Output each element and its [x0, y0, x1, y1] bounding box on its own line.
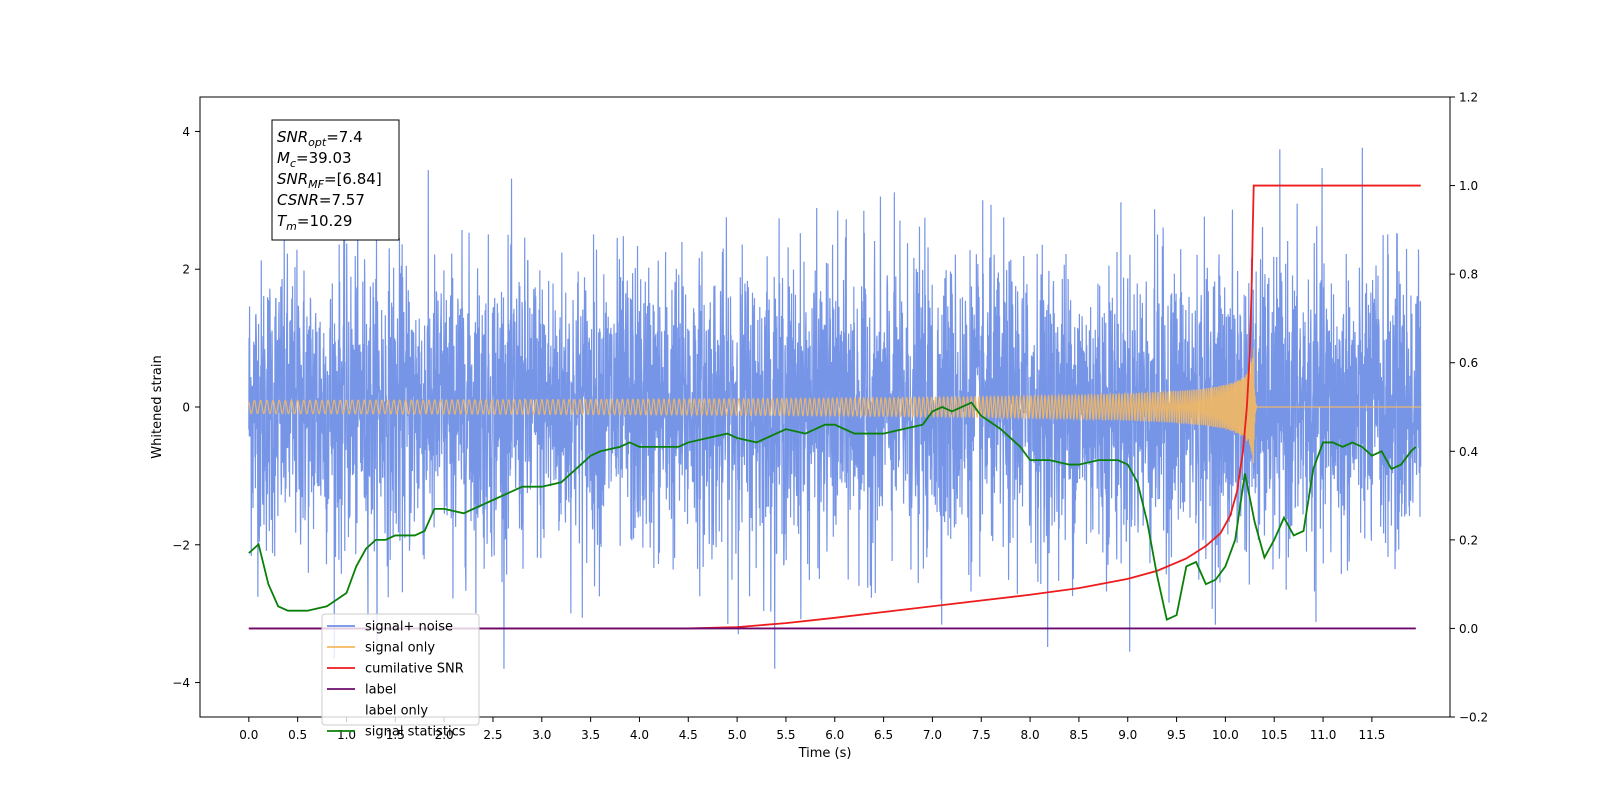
- y-right-tick-label: 0.4: [1459, 445, 1478, 459]
- annotation-subscript: m: [286, 220, 297, 233]
- annotation-line: SNRopt=7.4: [277, 128, 363, 149]
- legend-label: signal+ noise: [365, 620, 453, 635]
- annotation-subscript: opt: [308, 136, 327, 149]
- annotation-value: =[6.84]: [324, 170, 382, 188]
- x-tick-label: 8.0: [1021, 728, 1040, 742]
- y-right-tick-label: 0.0: [1459, 622, 1478, 636]
- y-right-tick-label: 0.2: [1459, 533, 1478, 547]
- annotation-line: Mc=39.03: [277, 149, 352, 170]
- x-tick-label: 4.5: [679, 728, 698, 742]
- annotation-line: CSNR=7.57: [277, 191, 365, 209]
- annotation-symbol: CSNR: [277, 191, 319, 209]
- x-tick-label: 6.5: [874, 728, 893, 742]
- x-tick-label: 9.0: [1118, 728, 1137, 742]
- x-tick-label: 7.0: [923, 728, 942, 742]
- x-tick-label: 7.5: [972, 728, 991, 742]
- x-tick-label: 11.5: [1359, 728, 1386, 742]
- legend-label: label only: [365, 704, 428, 719]
- annotation-subscript: c: [290, 157, 296, 170]
- annotation-symbol: SNR: [277, 128, 308, 146]
- y-right-tick-label: 1.0: [1459, 179, 1478, 193]
- x-tick-label: 3.5: [581, 728, 600, 742]
- annotation-value: =39.03: [296, 149, 352, 167]
- y-right-tick-label: 0.6: [1459, 356, 1478, 370]
- y-left-tick-label: 2: [182, 263, 190, 277]
- legend-label: signal only: [365, 641, 435, 656]
- legend: signal+ noise signal only cumilative SNR la…: [321, 613, 480, 740]
- legend-label: label: [365, 683, 396, 698]
- annotation-subscript: MF: [308, 178, 324, 191]
- axes: 0.0 0.5 1.0 1.5 2.0 2.5 3.0 3.5 4.0 4.5 5.0 5.5 6.0 6…: [172, 91, 1488, 743]
- x-tick-label: 0.5: [288, 728, 307, 742]
- legend-label: signal statistics: [365, 725, 466, 740]
- x-tick-label: 10.5: [1261, 728, 1288, 742]
- annotation-line: Tm=10.29: [277, 212, 352, 233]
- annotation-value: =7.57: [319, 191, 365, 209]
- series-cumulative-snr: [248, 184, 1421, 630]
- x-tick-label: 11.0: [1310, 728, 1337, 742]
- x-tick-label: 2.0: [435, 728, 454, 742]
- y-axis-label: Whitened strain: [150, 355, 165, 458]
- x-tick-label: 0.0: [239, 728, 258, 742]
- y-right-tick-label: −0.2: [1459, 711, 1488, 725]
- annotation-value: =10.29: [297, 212, 353, 230]
- annotation-symbol: SNR: [277, 170, 308, 188]
- x-axis-label: Time (s): [798, 746, 852, 761]
- x-tick-label: 10.0: [1212, 728, 1239, 742]
- annotation-line: SNRMF=[6.84]: [277, 170, 382, 191]
- y-right-tick-label: 1.2: [1459, 91, 1478, 105]
- y-left-tick-label: −4: [172, 676, 190, 690]
- annotation-value: =7.4: [326, 128, 362, 146]
- annotation-box: [271, 119, 400, 241]
- x-tick-label: 3.0: [532, 728, 551, 742]
- y-left-tick-label: 4: [182, 125, 190, 139]
- x-tick-label: 2.5: [483, 728, 502, 742]
- x-tick-label: 9.5: [1167, 728, 1186, 742]
- x-tick-label: 5.5: [776, 728, 795, 742]
- series-signal-statistics: [248, 401, 1417, 621]
- x-tick-label: 8.5: [1069, 728, 1088, 742]
- y-right-tick-label: 0.8: [1459, 268, 1478, 282]
- x-tick-label: 5.0: [728, 728, 747, 742]
- legend-label: cumilative SNR: [365, 662, 464, 677]
- plot-area: [248, 147, 1422, 669]
- y-left-tick-label: 0: [182, 401, 190, 415]
- stats-annotation: SNRopt=7.4Mc=39.03SNRMF=[6.84]CSNR=7.57T…: [271, 119, 400, 241]
- y-left-tick-label: −2: [172, 538, 190, 552]
- annotation-symbol: T: [277, 212, 288, 230]
- series-signal-noise: [248, 147, 1422, 669]
- x-tick-label: 1.5: [386, 728, 405, 742]
- annotation-symbol: M: [277, 149, 290, 167]
- x-tick-label: 4.0: [630, 728, 649, 742]
- legend-box: [321, 613, 480, 726]
- x-tick-label: 6.0: [825, 728, 844, 742]
- plot-content: [248, 147, 1422, 669]
- series-signal-only: [248, 348, 1421, 464]
